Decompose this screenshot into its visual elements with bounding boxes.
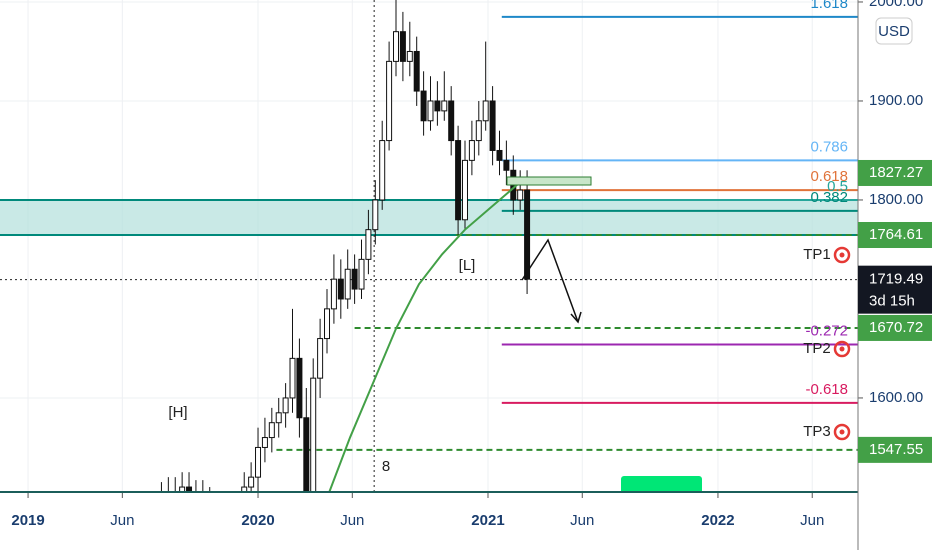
candle-body (261, 437, 268, 448)
target-icon (833, 246, 851, 264)
annotation: TP1 (803, 246, 831, 263)
fib-label: -0.618 (805, 381, 848, 398)
candle-body (434, 100, 441, 112)
fib-label: 0.382 (810, 189, 848, 206)
candle-body (406, 50, 413, 62)
candle-body (351, 268, 358, 290)
annotation: TP3 (803, 423, 831, 440)
fib-label: 0.618 (810, 168, 848, 185)
y-tick-label: 2000.00 (869, 0, 923, 10)
moving-average (328, 179, 524, 492)
candle-body (317, 338, 324, 379)
x-tick-label: 2019 (11, 512, 44, 529)
candle-body (468, 140, 475, 161)
candle-body (427, 100, 434, 122)
candle-body (448, 100, 455, 142)
candle-body (524, 189, 531, 280)
candle-body (248, 476, 255, 488)
x-tick-label: 2022 (701, 512, 734, 529)
fib-label: 0.5 (827, 178, 848, 195)
y-tick-label: 1800.00 (869, 191, 923, 208)
x-tick-label: Jun (570, 512, 594, 529)
candle-body (379, 140, 386, 201)
annotation: 8 (382, 458, 390, 475)
candle-body (386, 60, 393, 142)
target-icon (839, 252, 845, 258)
candle-body (399, 31, 406, 62)
arrow-drawing (521, 238, 582, 324)
candle-body (455, 140, 462, 221)
x-tick-label: Jun (340, 512, 364, 529)
x-tick-label: 2020 (241, 512, 274, 529)
target-icon (833, 340, 851, 358)
candle-body (337, 278, 344, 300)
candle-body (461, 159, 468, 221)
candle-body (324, 308, 331, 340)
candle-body (344, 268, 351, 300)
fib-label: 1.618 (810, 0, 848, 12)
candle-body (441, 100, 448, 112)
candle-body (503, 159, 510, 171)
candle-body (303, 417, 310, 492)
target-icon (839, 346, 845, 352)
candle-body (179, 486, 186, 492)
candle-body (358, 258, 365, 290)
last-price-label: 1719.49 (869, 271, 923, 288)
candle-body (482, 100, 489, 122)
candle-body (289, 357, 296, 399)
price-tag-label: 1547.55 (869, 441, 923, 458)
target-icon (839, 429, 845, 435)
candle-body (186, 486, 193, 492)
fib-label: 0.786 (810, 138, 848, 155)
candle-body (296, 357, 303, 419)
price-tag-label: 1827.27 (869, 164, 923, 181)
y-tick-label: 1600.00 (869, 389, 923, 406)
candle-body (475, 120, 482, 142)
countdown-label: 3d 15h (869, 293, 915, 310)
candle-body (268, 422, 275, 439)
candle-body (517, 189, 524, 201)
candle-body (420, 90, 427, 122)
candle-body (241, 486, 248, 492)
currency: USD (878, 23, 910, 40)
currency-box (875, 17, 913, 45)
price-tag (858, 159, 932, 186)
candle-body (330, 278, 337, 310)
candle-body (413, 50, 420, 92)
candle-body (393, 31, 399, 62)
target-icon (833, 423, 851, 441)
candle-body (489, 100, 496, 151)
candle-body (310, 377, 317, 492)
candle-body (372, 199, 379, 231)
annotation: TP2 (803, 340, 831, 357)
last-price-tag (858, 265, 932, 314)
price-tag-label: 1764.61 (869, 226, 923, 243)
annotation: [L] (459, 257, 476, 274)
price-tag (858, 314, 932, 341)
candle-body (275, 412, 282, 424)
y-tick-label: 1900.00 (869, 92, 923, 109)
x-tick-label: Jun (800, 512, 824, 529)
price-tag (858, 436, 932, 463)
fib-label: -0.272 (805, 322, 848, 339)
price-tag-label: 1670.72 (869, 319, 923, 336)
annotation: [H] (168, 404, 187, 421)
candle-body (496, 149, 503, 161)
x-tick-label: Jun (110, 512, 134, 529)
candle-body (282, 397, 289, 414)
candle-body (365, 229, 372, 260)
candle-body (255, 446, 262, 478)
box-drawing (506, 176, 592, 186)
price-tag (858, 222, 932, 249)
highlight-block (621, 476, 702, 492)
zone (0, 199, 858, 236)
x-tick-label: 2021 (471, 512, 504, 529)
